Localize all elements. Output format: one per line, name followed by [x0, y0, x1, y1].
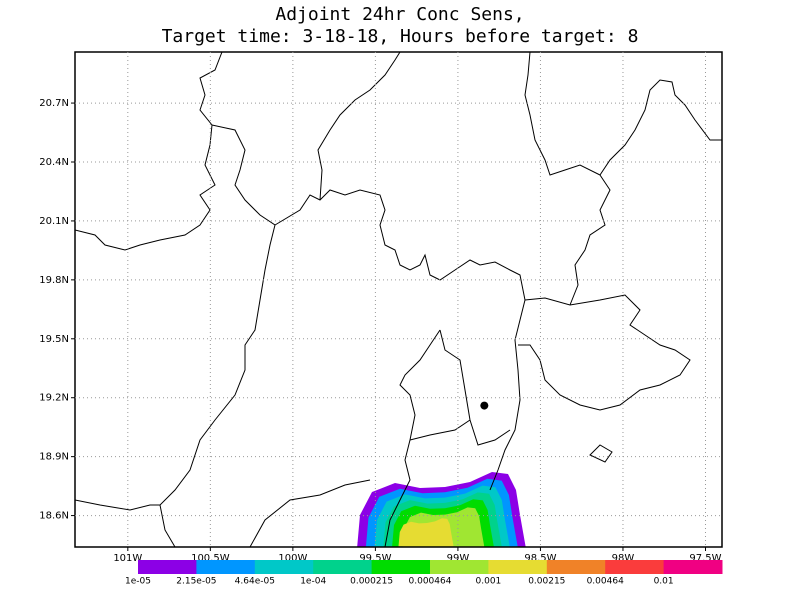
border: [589, 444, 613, 463]
x-tick-label: 98W: [612, 553, 635, 564]
colorbar-box: [605, 560, 665, 574]
x-tick-label: 99.5W: [359, 553, 391, 564]
map-frame: [74, 51, 723, 548]
border: [569, 79, 722, 306]
y-tick-label: 20.7N: [39, 98, 69, 109]
colorbar-label: 0.01: [654, 577, 674, 587]
colorbar-label: 0.00215: [528, 577, 565, 587]
x-tick-label: 100.5W: [191, 553, 230, 564]
colorbar-label: 0.000464: [409, 577, 452, 587]
contour-fill: [398, 518, 454, 547]
colorbar-box: [196, 560, 256, 574]
border: [518, 294, 691, 411]
border: [317, 52, 401, 201]
x-tick-label: 97.5W: [689, 553, 721, 564]
y-tick-label: 19.2N: [39, 393, 69, 404]
colorbar-box: [254, 560, 314, 574]
border: [439, 329, 511, 446]
colorbar-box: [430, 560, 489, 574]
colorbar-box: [488, 560, 548, 574]
contour-field: [357, 472, 526, 547]
y-tick-label: 18.9N: [39, 452, 69, 463]
chart-subtitle: Target time: 3-18-18, Hours before targe…: [162, 26, 639, 47]
colorbar-label: 1e-05: [125, 577, 151, 587]
border: [409, 419, 471, 441]
x-tick-label: 98.5W: [524, 553, 556, 564]
border: [249, 479, 371, 547]
colorbar-box: [663, 560, 723, 574]
border: [524, 52, 601, 176]
colorbar-label: 2.15e-05: [176, 577, 216, 587]
border: [274, 189, 526, 491]
border: [75, 52, 223, 251]
border: [159, 124, 276, 547]
target-point: [480, 401, 489, 410]
chart-title: Adjoint 24hr Conc Sens,: [275, 4, 524, 25]
y-tick-label: 20.1N: [39, 216, 69, 227]
border: [75, 499, 160, 511]
colorbar-label: 0.001: [476, 577, 502, 587]
colorbar-label: 0.00464: [587, 577, 624, 587]
colorbar-box: [138, 560, 197, 574]
colorbar-box: [371, 560, 431, 574]
state-borders: [75, 52, 722, 547]
x-tick-label: 101W: [113, 553, 142, 564]
colorbar-box: [546, 560, 606, 574]
colorbar-label: 0.000215: [350, 577, 393, 587]
border: [384, 329, 441, 547]
colorbar-box: [313, 560, 373, 574]
x-tick-label: 100W: [278, 553, 307, 564]
x-tick-label: 99W: [447, 553, 470, 564]
colorbar-label: 1e-04: [300, 577, 326, 587]
y-tick-label: 20.4N: [39, 157, 69, 168]
y-tick-label: 18.6N: [39, 511, 69, 522]
colorbar-label: 4.64e-05: [235, 577, 275, 587]
y-tick-label: 19.8N: [39, 275, 69, 286]
y-tick-label: 19.5N: [39, 334, 69, 345]
